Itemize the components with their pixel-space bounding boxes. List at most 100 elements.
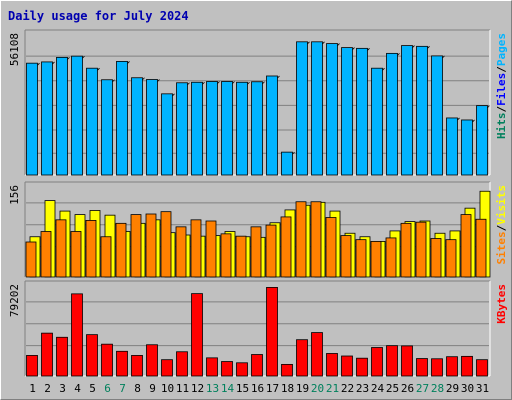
x-tick-label: 25 <box>386 382 399 395</box>
bar-sites <box>355 239 367 278</box>
bar-pages <box>266 75 278 176</box>
bar-kbytes <box>266 287 278 377</box>
x-tick-label: 20 <box>311 382 324 395</box>
bar-kbytes <box>476 359 488 377</box>
bar-pages <box>56 56 68 176</box>
bar-sites <box>85 220 97 278</box>
bar-kbytes <box>116 350 128 377</box>
bar-sites <box>235 235 247 278</box>
legend-item: / <box>495 106 508 113</box>
bar-kbytes <box>431 358 443 377</box>
bar-pages <box>71 55 83 176</box>
x-tick-label: 12 <box>191 382 204 395</box>
bar-kbytes <box>296 339 308 377</box>
bar-shadow <box>292 151 295 155</box>
bar-pages <box>221 81 233 176</box>
bar-sites <box>460 214 472 278</box>
bar-pages <box>296 41 308 176</box>
bar-pages <box>86 67 98 176</box>
bar-kbytes <box>191 293 203 377</box>
bar-shadow <box>472 119 475 123</box>
bar-kbytes <box>341 355 353 377</box>
bar-shadow <box>487 105 490 108</box>
legend-item: Pages <box>495 33 508 66</box>
legend-item: KBytes <box>495 284 508 324</box>
bar-shadow <box>427 46 430 49</box>
bar-shadow <box>397 53 400 56</box>
bar-sites <box>40 231 52 278</box>
x-tick-label: 27 <box>416 382 429 395</box>
y-max-label: 56108 <box>8 33 21 66</box>
bar-sites <box>385 237 397 278</box>
bar-sites <box>130 214 142 278</box>
bar-pages <box>401 45 413 176</box>
x-tick-label: 22 <box>341 382 354 395</box>
bar-sites <box>205 220 217 278</box>
x-tick-label: 19 <box>296 382 309 395</box>
legend-label: KBytes <box>495 284 508 324</box>
x-tick-label: 18 <box>281 382 294 395</box>
x-tick-label: 9 <box>149 382 156 395</box>
bar-shadow <box>82 55 85 59</box>
x-tick-label: 8 <box>134 382 141 395</box>
legend-item: Visits <box>495 185 508 225</box>
bar-sites <box>160 211 172 278</box>
bar-kbytes <box>146 344 158 377</box>
x-tick-label: 26 <box>401 382 414 395</box>
bar-pages <box>146 79 158 176</box>
x-tick-label: 3 <box>59 382 66 395</box>
bar-pages <box>131 77 143 176</box>
bar-pages <box>41 61 53 176</box>
bar-shadow <box>112 79 115 83</box>
bar-sites <box>220 233 232 278</box>
x-tick-label: 30 <box>461 382 474 395</box>
bar-sites <box>295 201 307 278</box>
bar-pages <box>26 62 38 176</box>
bar-shadow <box>322 41 325 45</box>
bar-sites <box>25 241 37 278</box>
bar-pages <box>206 81 218 176</box>
bar-kbytes <box>236 362 248 377</box>
bar-shadow <box>217 81 220 84</box>
legend-item: Sites <box>495 231 508 264</box>
bar-shadow <box>307 41 310 45</box>
bar-sites <box>415 221 427 278</box>
bar-shadow <box>277 75 280 79</box>
bar-pages <box>371 67 383 176</box>
bar-pages <box>101 79 113 176</box>
bar-kbytes <box>386 345 398 377</box>
bar-sites <box>265 224 277 278</box>
bar-shadow <box>67 57 70 60</box>
bar-kbytes <box>206 357 218 377</box>
legend-item: Hits <box>495 113 508 140</box>
x-tick-label: 10 <box>161 382 174 395</box>
bar-sites <box>430 238 442 278</box>
x-tick-label: 31 <box>476 382 489 395</box>
legend-item: / <box>495 66 508 73</box>
x-tick-label: 28 <box>431 382 444 395</box>
bar-kbytes <box>446 356 458 377</box>
bar-kbytes <box>161 359 173 377</box>
bar-sites <box>145 213 157 278</box>
legend-item: Files <box>495 73 508 106</box>
x-tick-label: 24 <box>371 382 385 395</box>
bar-shadow <box>52 61 55 65</box>
bar-sites <box>325 217 337 278</box>
legend-item: / <box>495 224 508 231</box>
bar-kbytes <box>311 332 323 377</box>
x-tick-label: 16 <box>251 382 264 395</box>
bar-sites <box>280 216 292 278</box>
bar-pages <box>386 52 398 176</box>
bar-sites <box>175 226 187 278</box>
bar-pages <box>281 151 293 176</box>
bar-kbytes <box>251 354 263 377</box>
x-tick-label: 11 <box>176 382 189 395</box>
bar-sites <box>55 219 67 278</box>
bar-pages <box>461 119 473 176</box>
y-max-label: 156 <box>8 185 21 205</box>
bar-shadow <box>247 81 250 85</box>
bar-pages <box>431 55 443 176</box>
bar-pages <box>116 61 128 176</box>
bar-shadow <box>187 82 190 86</box>
